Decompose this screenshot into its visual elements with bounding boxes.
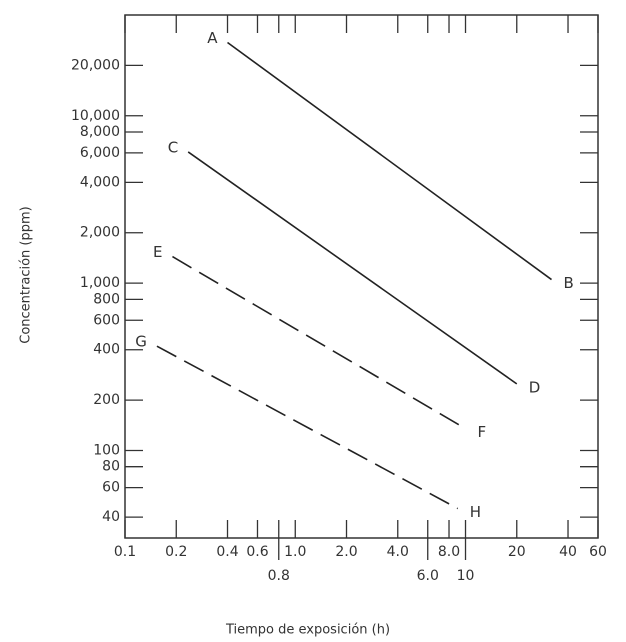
y-tick-label: 6,000 <box>80 145 120 161</box>
y-tick-label: 60 <box>102 480 120 496</box>
y-tick-label: 200 <box>93 392 120 408</box>
x-tick-label: 20 <box>508 544 526 560</box>
series-line <box>156 345 459 510</box>
x-tick-label: 40 <box>559 544 577 560</box>
y-tick-label: 40 <box>102 509 120 525</box>
x-tick-label: 8.0 <box>438 544 460 560</box>
x-tick-label: 2.0 <box>335 544 357 560</box>
line-end-label: B <box>564 274 574 292</box>
y-tick-label: 80 <box>102 459 120 475</box>
x-tick-label: 0.2 <box>165 544 187 560</box>
line-end-label: D <box>529 378 541 396</box>
x-tick-label: 10 <box>457 568 475 584</box>
x-tick-label: 0.1 <box>114 544 136 560</box>
line-end-label: H <box>470 503 481 521</box>
line-end-label: F <box>478 423 487 441</box>
series-line <box>187 151 518 385</box>
x-tick-label: 60 <box>589 544 607 560</box>
y-tick-label: 100 <box>93 442 120 458</box>
y-tick-label: 8,000 <box>80 124 120 140</box>
y-tick-label: 20,000 <box>71 57 120 73</box>
y-axis-label: Concentración (ppm) <box>19 206 34 343</box>
y-tick-label: 400 <box>93 342 120 358</box>
y-tick-label: 1,000 <box>80 275 120 291</box>
x-tick-label: 0.8 <box>268 568 290 584</box>
line-end-label: C <box>168 138 178 156</box>
line-end-label: A <box>207 29 218 47</box>
y-tick-label: 10,000 <box>71 108 120 124</box>
x-tick-label: 4.0 <box>387 544 409 560</box>
x-tick-label: 1.0 <box>284 544 306 560</box>
y-tick-label: 800 <box>93 291 120 307</box>
x-tick-label: 0.6 <box>246 544 268 560</box>
x-tick-label: 0.4 <box>216 544 238 560</box>
x-axis-label: Tiempo de exposición (h) <box>225 623 390 638</box>
y-tick-label: 2,000 <box>80 225 120 241</box>
line-end-label: G <box>135 333 147 351</box>
y-tick-label: 600 <box>93 312 120 328</box>
x-tick-label: 6.0 <box>417 568 439 584</box>
y-tick-label: 4,000 <box>80 174 120 190</box>
series-line <box>227 41 552 281</box>
series-line <box>172 255 466 430</box>
line-end-label: E <box>153 243 162 261</box>
plot-frame <box>124 14 599 539</box>
